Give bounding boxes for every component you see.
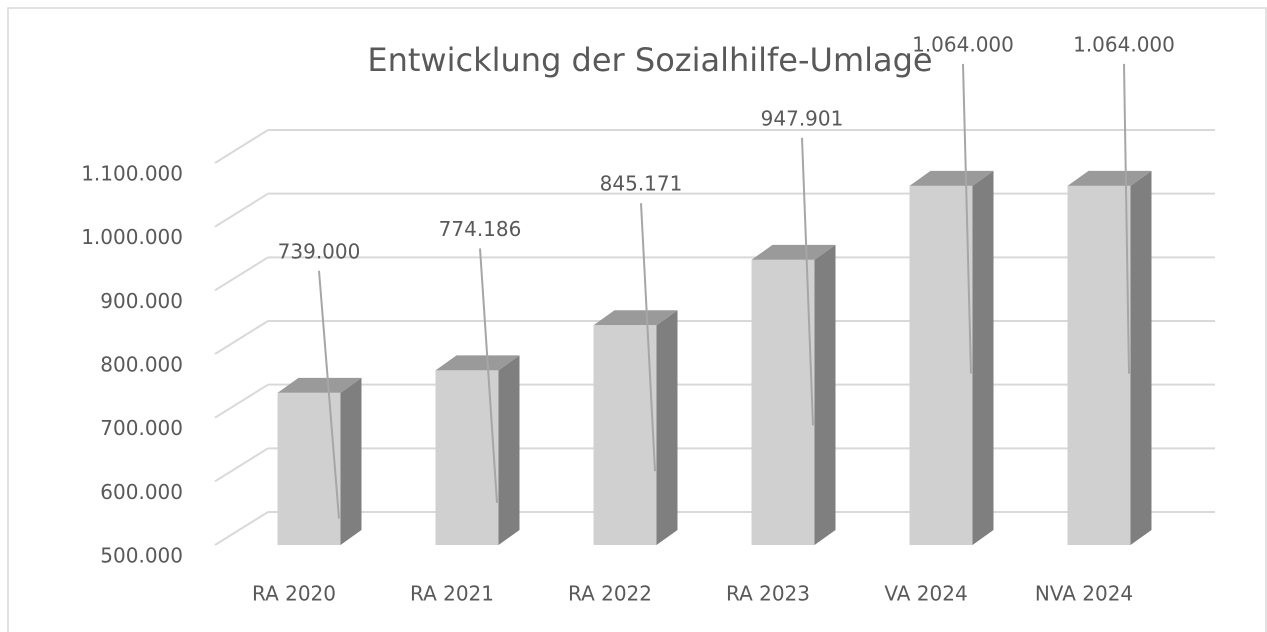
leader-line bbox=[479, 248, 498, 503]
bar-top bbox=[435, 355, 520, 371]
data-label: 845.171 bbox=[600, 172, 683, 196]
bar bbox=[751, 244, 836, 545]
leader-line bbox=[962, 63, 972, 374]
x-tick-label: NVA 2024 bbox=[1035, 582, 1133, 606]
data-label: 739.000 bbox=[278, 239, 361, 263]
bar bbox=[909, 170, 994, 546]
grid-line bbox=[214, 511, 269, 546]
leader-line bbox=[640, 203, 656, 472]
bar bbox=[593, 310, 678, 545]
y-tick-label: 600.000 bbox=[100, 480, 183, 504]
bar-side bbox=[1130, 170, 1152, 546]
data-label: 1.064.000 bbox=[1073, 32, 1175, 56]
bar-front bbox=[751, 259, 815, 545]
data-label: 1.064.000 bbox=[912, 32, 1014, 56]
bar-side bbox=[972, 170, 994, 546]
grid-line bbox=[214, 192, 269, 228]
x-tick-label: RA 2020 bbox=[252, 582, 336, 606]
grid-line bbox=[214, 447, 269, 483]
leader-line bbox=[1123, 63, 1130, 374]
bar-side bbox=[498, 355, 520, 545]
bar-top bbox=[1067, 170, 1152, 186]
y-tick-label: 800.000 bbox=[100, 353, 183, 377]
bar-front bbox=[435, 370, 499, 545]
bar bbox=[435, 355, 520, 545]
x-tick-label: RA 2021 bbox=[410, 582, 494, 606]
grid-line bbox=[214, 320, 269, 355]
grid-line bbox=[214, 129, 269, 164]
bar-side bbox=[814, 244, 836, 545]
x-tick-label: VA 2024 bbox=[884, 582, 967, 606]
y-tick-label: 500.000 bbox=[100, 544, 183, 568]
bar-front bbox=[593, 325, 657, 545]
y-tick-label: 1.000.000 bbox=[81, 225, 183, 249]
bar-front bbox=[1067, 185, 1131, 546]
y-tick-label: 700.000 bbox=[100, 416, 183, 440]
leader-line bbox=[801, 137, 814, 426]
bar bbox=[1067, 170, 1152, 546]
leader-line bbox=[318, 270, 340, 519]
bar-top bbox=[593, 310, 678, 326]
bar-top bbox=[751, 244, 836, 260]
bar-side bbox=[656, 310, 678, 545]
bar-top bbox=[909, 170, 994, 186]
x-tick-label: RA 2022 bbox=[568, 582, 652, 606]
x-tick-label: RA 2023 bbox=[726, 582, 810, 606]
y-tick-label: 1.100.000 bbox=[81, 162, 183, 186]
y-tick-label: 900.000 bbox=[100, 289, 183, 313]
bar-top bbox=[277, 377, 362, 393]
grid-line bbox=[214, 256, 269, 292]
data-label: 774.186 bbox=[439, 217, 522, 241]
grid-line bbox=[214, 383, 269, 419]
bar bbox=[277, 377, 362, 545]
bar-front bbox=[909, 185, 973, 546]
chart-title: Entwicklung der Sozialhilfe-Umlage bbox=[367, 41, 932, 79]
bar-side bbox=[340, 377, 362, 545]
data-label: 947.901 bbox=[761, 106, 844, 130]
